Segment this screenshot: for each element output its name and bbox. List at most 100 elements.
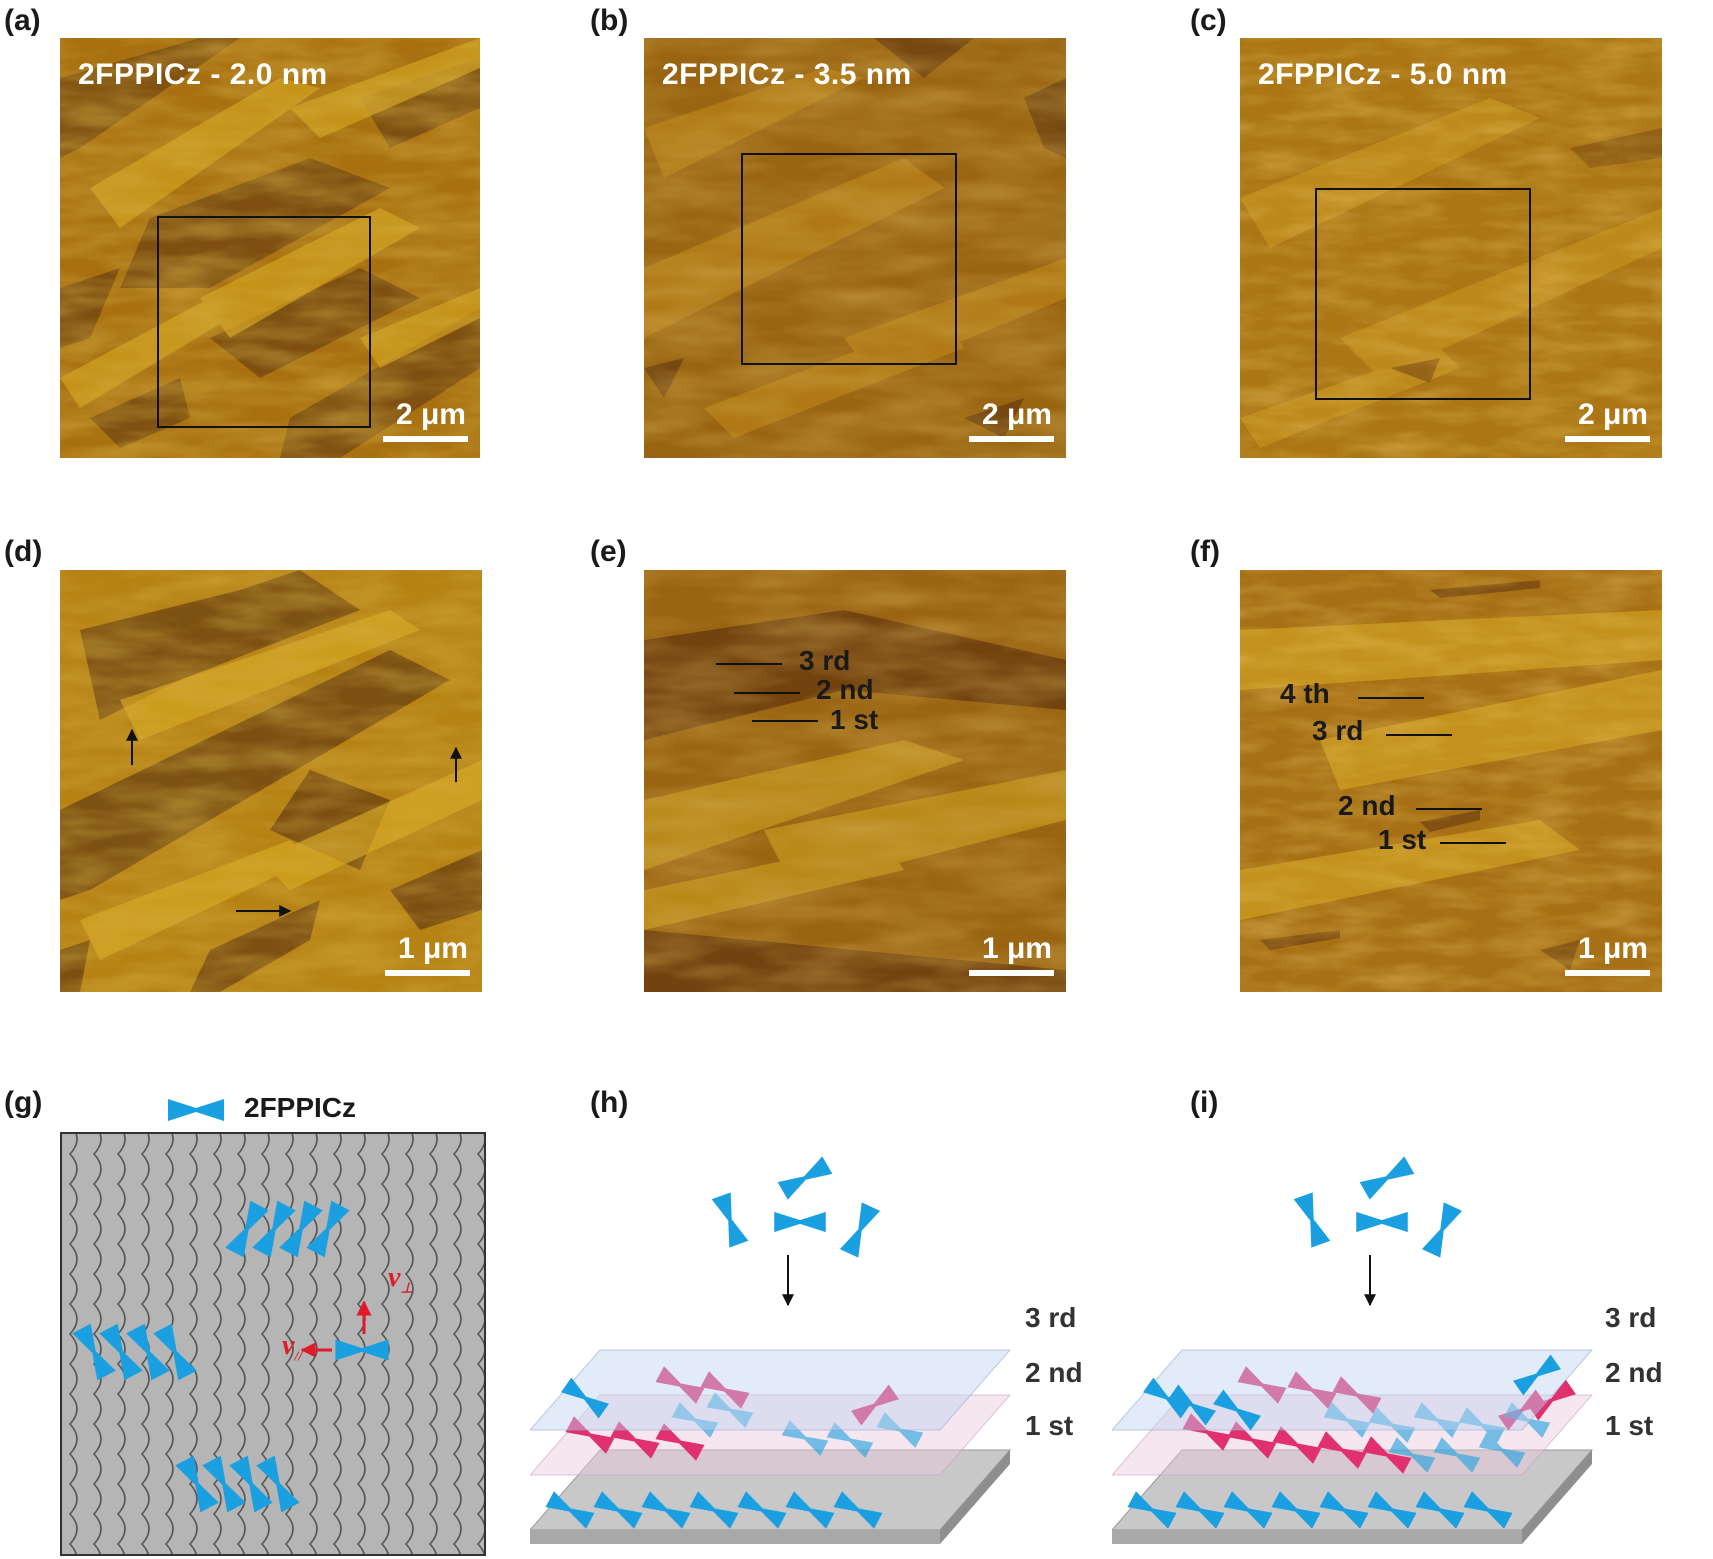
wavy-line <box>308 1134 318 1554</box>
stack-label-h-3rd: 3 rd <box>1025 1302 1077 1333</box>
velocity-perp-symbol: v <box>388 1262 401 1293</box>
substrate-side <box>940 1450 1010 1544</box>
molecule-layer-2 <box>851 1384 899 1426</box>
molecule-layer-1-faded <box>826 1422 874 1458</box>
leader-2nd-f <box>1416 808 1482 810</box>
molecule-2fppicz-moving <box>335 1339 389 1361</box>
substrate-front <box>1112 1530 1522 1544</box>
molecule-layer-2 <box>655 1366 705 1404</box>
velocity-perp-subscript: ⊥ <box>400 1281 413 1297</box>
afm-title-a: 2FPPICz - 2.0 nm <box>78 58 328 91</box>
wavy-line <box>92 1134 102 1554</box>
panel-label-i: (i) <box>1190 1086 1219 1119</box>
molecule-layer-1-faded <box>1388 1437 1436 1473</box>
molecule-2fppicz <box>202 1455 246 1513</box>
layer-label-f-4th: 4 th <box>1280 678 1330 709</box>
leader-1st-e <box>752 720 818 722</box>
afm-image-d: 1 μm <box>60 570 482 992</box>
afm-texture-d <box>60 570 482 992</box>
molecule-incoming <box>1356 1211 1408 1233</box>
wavy-line <box>188 1134 198 1554</box>
molecule-layer-3 <box>1213 1389 1261 1431</box>
molecule-layer-3 <box>1143 1377 1191 1419</box>
molecule-layer-2 <box>565 1416 615 1454</box>
scale-bar-a <box>383 436 468 442</box>
molecule-layer-2 <box>1528 1379 1576 1421</box>
wavy-line <box>116 1134 126 1554</box>
molecule-layer-1 <box>833 1491 883 1529</box>
molecule-layer-2 <box>655 1423 705 1461</box>
molecule-layer-1 <box>1127 1491 1177 1529</box>
molecule-incoming <box>1421 1202 1463 1258</box>
scale-bar-label-b: 2 μm <box>981 398 1052 431</box>
molecule-layer-1-faded <box>1458 1407 1506 1443</box>
afm-title-b: 2FPPICz - 3.5 nm <box>662 58 912 91</box>
stack-label-i-2nd: 2 nd <box>1605 1357 1663 1388</box>
velocity-parallel-subscript: // <box>294 1349 303 1365</box>
scale-bar-c <box>1565 436 1650 442</box>
scale-bar-f <box>1565 970 1650 976</box>
molecule-incoming <box>1359 1156 1415 1200</box>
molecule-layer-1-faded <box>671 1402 719 1438</box>
wavy-lines <box>68 1134 484 1554</box>
molecule-layer-2 <box>1272 1426 1322 1464</box>
molecule-layer-1 <box>785 1491 835 1529</box>
molecule-layer-3 <box>1168 1384 1216 1426</box>
wavy-line <box>476 1134 484 1554</box>
panel-label-b: (b) <box>590 4 629 37</box>
stack-label-i-1st: 1 st <box>1605 1410 1654 1441</box>
layer-label-e-3rd: 3 rd <box>799 645 851 676</box>
leader-1st-f <box>1440 842 1506 844</box>
molecule-layer-1-faded <box>1503 1402 1551 1438</box>
molecule-layer-2 <box>1317 1431 1367 1469</box>
molecule-layer-1 <box>1415 1491 1465 1529</box>
wavy-line <box>380 1134 390 1554</box>
leader-3rd-f <box>1386 734 1452 736</box>
molecule-2fppicz <box>306 1200 350 1258</box>
wavy-line <box>212 1134 222 1554</box>
molecule-layer-3 <box>561 1377 609 1419</box>
molecule-layer-2 <box>700 1371 750 1409</box>
wavy-line <box>404 1134 414 1554</box>
velocity-perp-label: v⊥ <box>388 1262 413 1298</box>
wavy-line <box>68 1134 78 1554</box>
layer-label-f-2nd: 2 nd <box>1338 790 1396 821</box>
molecule-2fppicz <box>256 1455 300 1513</box>
molecule-incoming <box>1293 1192 1331 1248</box>
molecule-2fppicz <box>99 1323 143 1381</box>
wavy-line <box>260 1134 270 1554</box>
afm-texture-a <box>60 38 480 458</box>
molecule-layer-1 <box>689 1491 739 1529</box>
afm-image-f: 4 th 3 rd 2 nd 1 st 1 μm <box>1240 570 1662 992</box>
roi-box-c <box>1315 188 1531 400</box>
molecule-incoming <box>777 1156 833 1200</box>
leader-4th-f <box>1358 697 1424 699</box>
layer-stack-i <box>1112 1156 1594 1544</box>
velocity-parallel-label: v// <box>282 1330 302 1366</box>
wavy-line <box>428 1134 438 1554</box>
scale-bar-label-d: 1 μm <box>397 932 468 965</box>
stack-label-h-2nd: 2 nd <box>1025 1357 1083 1388</box>
molecule-layer-1 <box>593 1491 643 1529</box>
layer-label-e-2nd: 2 nd <box>816 674 874 705</box>
molecule-layer-2 <box>1498 1389 1546 1431</box>
molecule-2fppicz <box>279 1200 323 1258</box>
molecule-layer-1-faded <box>1413 1402 1461 1438</box>
molecule-layer-3 <box>1513 1354 1561 1396</box>
roi-box-b <box>741 153 957 365</box>
scale-bar-label-c: 2 μm <box>1577 398 1648 431</box>
panel-label-h: (h) <box>590 1086 629 1119</box>
layer-label-e-1st: 1 st <box>830 704 879 735</box>
molecule-layer-1-faded <box>1368 1407 1416 1443</box>
panel-label-a: (a) <box>4 4 41 37</box>
afm-image-c: 2FPPICz - 5.0 nm 2 μm <box>1240 38 1662 458</box>
molecule-layer-1 <box>1463 1491 1513 1529</box>
molecule-layer-2 <box>1182 1413 1232 1451</box>
molecule-layer-1-faded <box>1323 1402 1371 1438</box>
molecule-layer-1 <box>1175 1491 1225 1529</box>
afm-texture-b <box>644 38 1066 458</box>
molecule-2fppicz <box>153 1323 197 1381</box>
molecule-layer-2 <box>610 1421 660 1459</box>
panel-label-f: (f) <box>1190 535 1220 568</box>
afm-title-c: 2FPPICz - 5.0 nm <box>1258 58 1508 91</box>
